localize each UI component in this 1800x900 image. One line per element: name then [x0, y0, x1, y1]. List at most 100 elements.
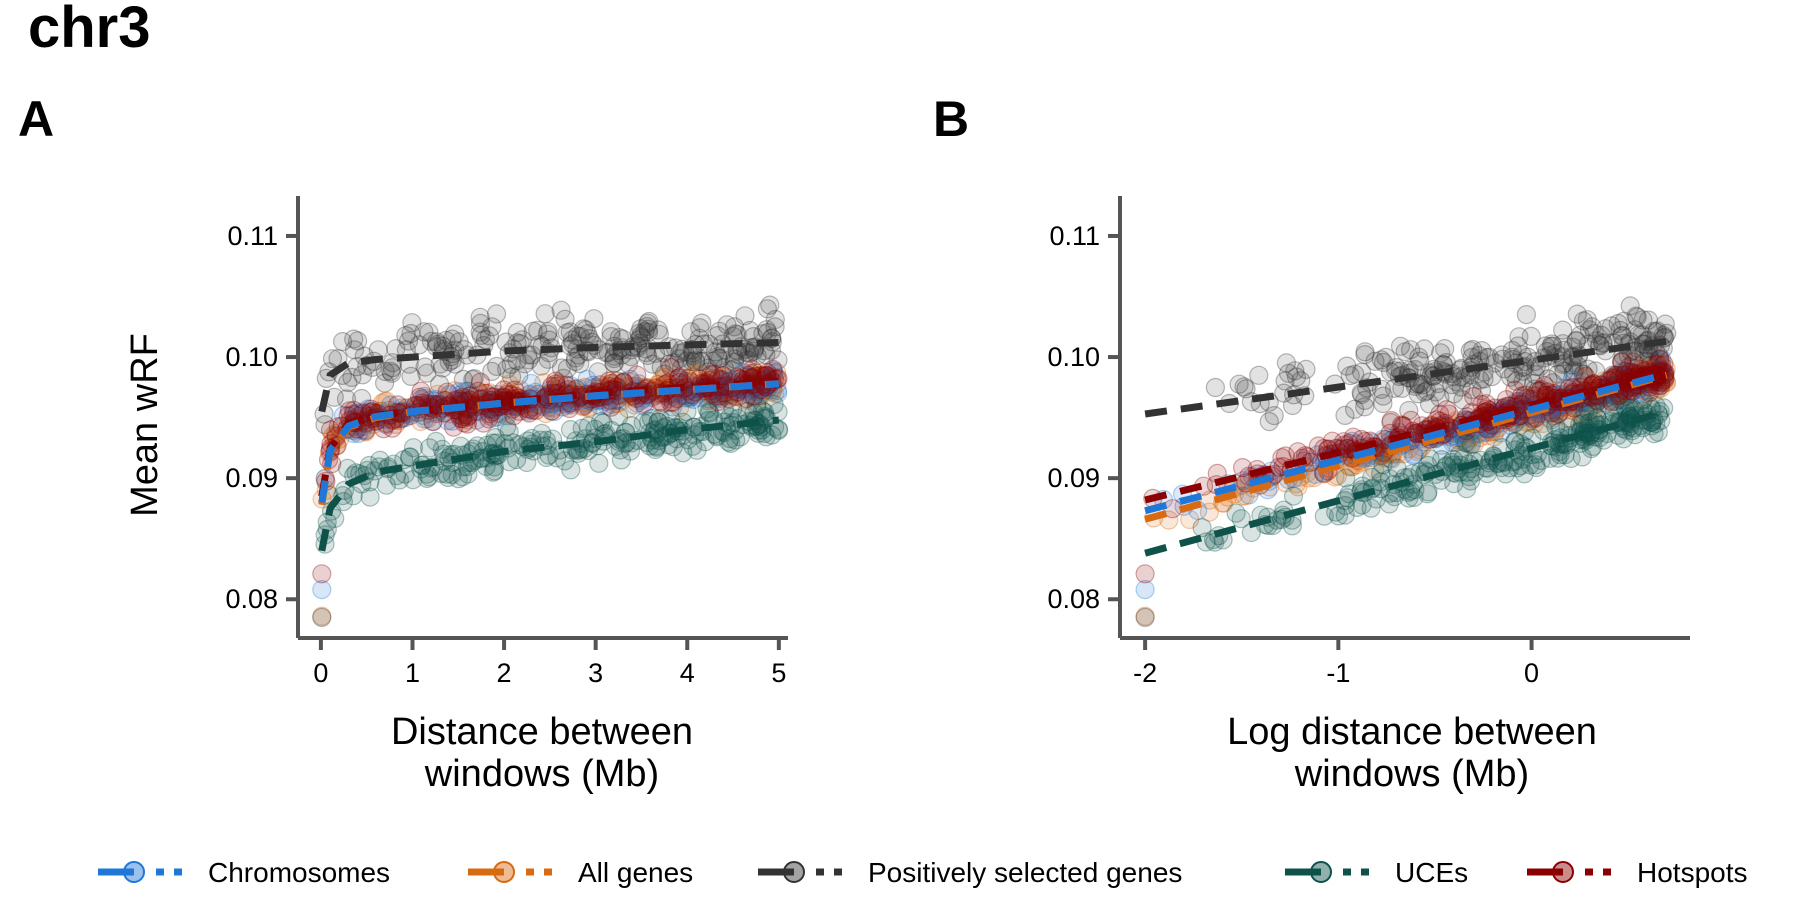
- y-tick-label: 0.11: [227, 221, 278, 251]
- scatter-point: [1570, 325, 1590, 345]
- scatter-point: [428, 384, 448, 404]
- scatter-point: [1513, 372, 1533, 392]
- scatter-point: [1548, 448, 1568, 468]
- legend-label: Hotspots: [1637, 857, 1748, 888]
- scatter-point: [749, 384, 769, 404]
- scatter-point: [680, 388, 700, 408]
- scatter-point: [1616, 385, 1637, 405]
- legend-label: All genes: [578, 857, 693, 888]
- scatter-point: [458, 464, 478, 484]
- scatter-point: [561, 460, 581, 480]
- scatter-point: [615, 433, 635, 453]
- scatter-point: [1344, 399, 1365, 419]
- scatter-point: [1568, 402, 1588, 422]
- scatter-point: [663, 437, 684, 457]
- scatter-point: [370, 450, 390, 470]
- scatter-point: [685, 425, 705, 445]
- scatter-point: [338, 372, 358, 393]
- scatter-point: [664, 353, 684, 373]
- scatter-point: [1236, 379, 1256, 399]
- scatter-point: [724, 359, 744, 379]
- scatter-point: [1548, 364, 1568, 384]
- scatter-point: [1447, 372, 1467, 392]
- scatter-point: [502, 367, 522, 387]
- panel-a-points: [312, 295, 789, 628]
- scatter-point: [467, 436, 487, 456]
- scatter-point: [1649, 346, 1669, 366]
- scatter-point: [747, 382, 768, 402]
- scatter-point: [419, 467, 439, 487]
- scatter-point: [651, 357, 671, 377]
- scatter-point: [426, 431, 446, 451]
- scatter-point: [1384, 378, 1405, 398]
- scatter-point: [1633, 310, 1653, 330]
- scatter-point: [593, 413, 613, 433]
- scatter-point: [452, 467, 473, 487]
- scatter-point: [713, 367, 734, 387]
- scatter-point: [724, 317, 745, 337]
- y-tick-label: 0.10: [1047, 342, 1100, 372]
- scatter-point: [499, 452, 519, 472]
- scatter-point: [1365, 351, 1385, 371]
- scatter-point: [344, 340, 365, 360]
- scatter-point: [470, 322, 490, 342]
- scatter-point: [690, 318, 710, 338]
- scatter-point: [749, 381, 769, 401]
- scatter-point: [546, 374, 566, 394]
- scatter-point: [503, 433, 523, 453]
- scatter-point: [1615, 366, 1635, 386]
- scatter-point: [757, 299, 778, 319]
- scatter-point: [1657, 323, 1677, 343]
- scatter-point: [1286, 367, 1307, 387]
- scatter-point: [1523, 373, 1544, 394]
- scatter-point: [637, 316, 657, 337]
- scatter-point: [431, 463, 451, 483]
- scatter-point: [312, 579, 332, 600]
- scatter-point: [400, 447, 420, 467]
- scatter-point: [677, 351, 697, 371]
- scatter-point: [720, 429, 740, 449]
- scatter-point: [744, 386, 764, 406]
- scatter-point: [449, 382, 469, 402]
- scatter-point: [497, 406, 517, 426]
- scatter-point: [376, 475, 396, 495]
- scatter-point: [1275, 371, 1295, 391]
- scatter-point: [677, 401, 697, 422]
- scatter-point: [1264, 406, 1284, 426]
- scatter-point: [663, 392, 683, 412]
- scatter-point: [445, 381, 465, 401]
- scatter-point: [1654, 369, 1674, 389]
- scatter-point: [560, 322, 580, 342]
- scatter-point: [1471, 381, 1492, 401]
- scatter-point: [445, 324, 465, 344]
- scatter-point: [497, 359, 517, 379]
- scatter-point: [1616, 386, 1636, 407]
- scatter-point: [618, 354, 639, 374]
- scatter-point: [620, 441, 641, 461]
- scatter-point: [482, 361, 502, 381]
- scatter-point: [692, 352, 712, 372]
- scatter-point: [322, 349, 343, 369]
- scatter-point: [740, 320, 760, 341]
- scatter-point: [560, 420, 581, 440]
- scatter-point: [573, 319, 594, 339]
- scatter-point: [498, 382, 518, 402]
- scatter-point: [312, 607, 332, 628]
- scatter-point: [1259, 412, 1279, 432]
- scatter-point: [1577, 310, 1597, 330]
- scatter-point: [690, 351, 710, 371]
- scatter-point: [506, 450, 527, 470]
- scatter-point: [638, 313, 658, 333]
- scatter-point: [659, 354, 680, 374]
- scatter-point: [549, 373, 570, 393]
- x-tick-label: 1: [405, 658, 420, 688]
- scatter-point: [1470, 427, 1490, 448]
- scatter-point: [515, 354, 535, 374]
- scatter-point: [718, 432, 739, 452]
- scatter-point: [635, 322, 655, 342]
- scatter-point: [572, 418, 592, 438]
- scatter-point: [574, 396, 594, 416]
- scatter-point: [320, 420, 341, 440]
- scatter-point: [531, 356, 551, 376]
- scatter-point: [1451, 377, 1471, 397]
